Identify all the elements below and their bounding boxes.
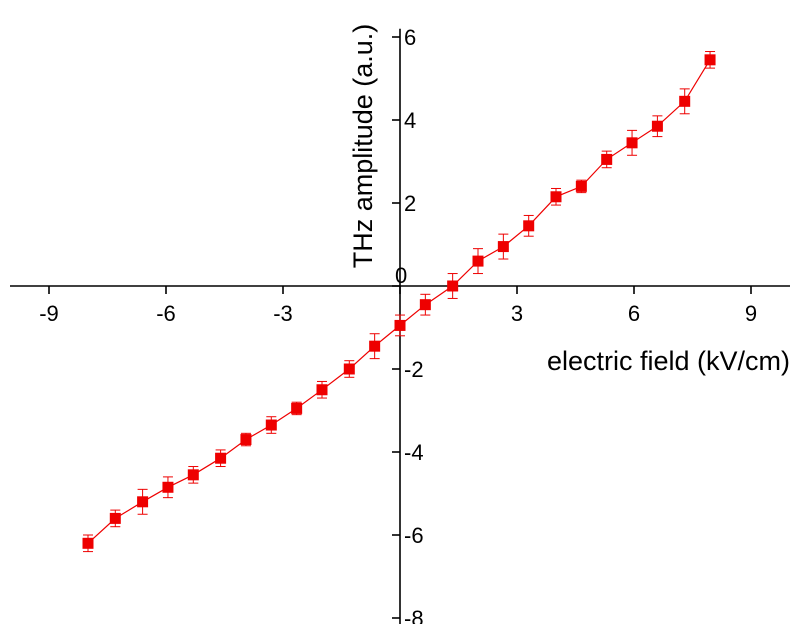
- data-point: [343, 363, 355, 375]
- y-tick-label: 2: [404, 191, 416, 216]
- data-point: [419, 299, 431, 311]
- data-point: [109, 512, 121, 524]
- x-tick-label: -6: [156, 301, 176, 326]
- x-axis-title: electric field (kV/cm): [547, 346, 790, 376]
- data-point: [369, 340, 381, 352]
- data-point: [575, 180, 587, 192]
- x-tick-label: -9: [39, 301, 59, 326]
- y-tick-label: -2: [404, 357, 424, 382]
- data-point: [394, 319, 406, 331]
- data-point: [162, 481, 174, 493]
- y-tick-label: 6: [404, 25, 416, 50]
- data-point: [265, 419, 277, 431]
- data-point: [679, 95, 691, 107]
- axes: -9 -6 -3 3 6 9 -8 -6 -4 -2 0 2 4 6: [10, 25, 790, 629]
- data-point: [82, 537, 94, 549]
- x-tick-label: -3: [273, 301, 293, 326]
- data-point: [523, 220, 535, 232]
- data-point: [651, 120, 663, 132]
- x-tick-label: 9: [745, 301, 757, 326]
- data-point: [472, 255, 484, 267]
- data-series: [82, 51, 716, 553]
- y-tick-label: -6: [404, 523, 424, 548]
- data-point: [626, 137, 638, 149]
- data-point: [137, 496, 149, 508]
- y-axis-title: THz amplitude (a.u.): [348, 24, 378, 269]
- data-point: [447, 280, 459, 292]
- data-point: [240, 434, 252, 446]
- x-tick-label: 3: [511, 301, 523, 326]
- data-point: [497, 241, 509, 253]
- y-tick-label: 0: [395, 263, 407, 288]
- y-tick-label: 4: [404, 108, 416, 133]
- data-point: [601, 153, 613, 165]
- data-point: [550, 191, 562, 203]
- y-tick-label: -4: [404, 440, 424, 465]
- data-point: [291, 402, 303, 414]
- data-point: [316, 384, 328, 396]
- data-point: [187, 469, 199, 481]
- data-point: [215, 452, 227, 464]
- data-point: [704, 54, 716, 66]
- x-tick-label: 6: [628, 301, 640, 326]
- y-tick-label: -8: [404, 606, 424, 624]
- series-line: [87, 59, 711, 544]
